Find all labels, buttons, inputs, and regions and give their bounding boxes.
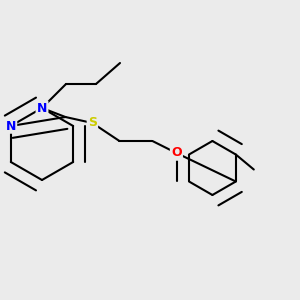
Text: N: N bbox=[6, 119, 16, 133]
Text: O: O bbox=[171, 146, 182, 160]
Text: S: S bbox=[88, 116, 97, 130]
Text: N: N bbox=[37, 101, 47, 115]
